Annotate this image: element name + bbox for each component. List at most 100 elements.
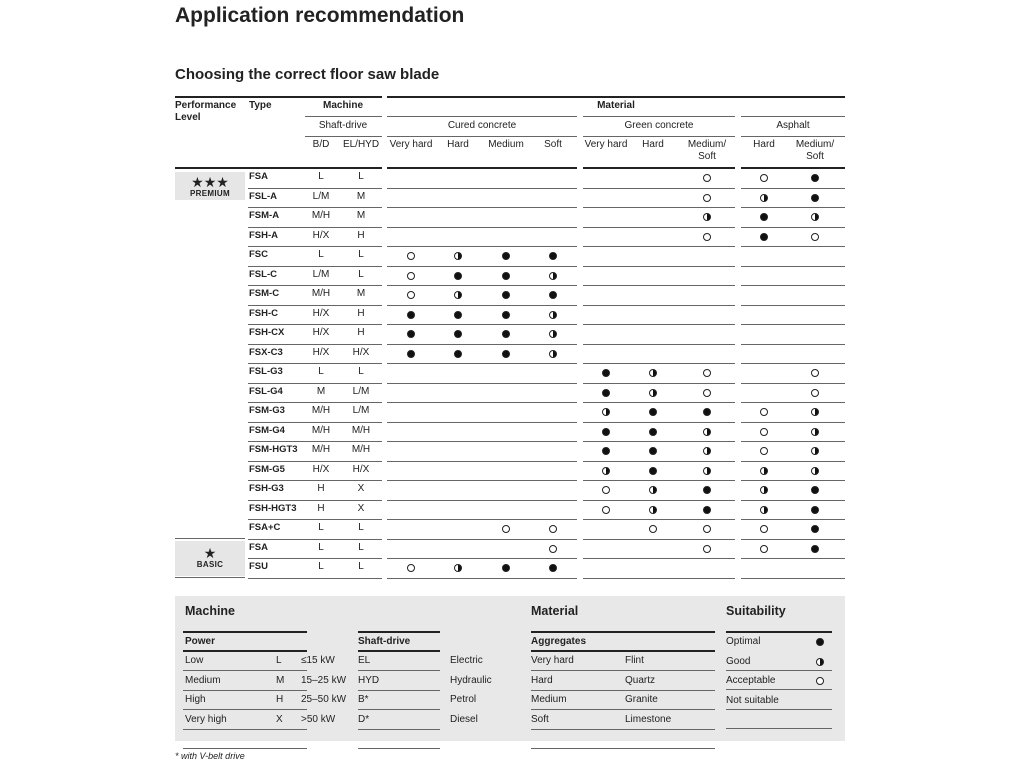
row-elhyd: H [357,327,365,338]
power-code: M [276,674,285,686]
row-rule [741,519,845,520]
good-icon [549,271,557,280]
row-bd: H/X [312,229,330,241]
aggregate-hardness: Soft [531,713,549,725]
row-rule [583,363,735,364]
aggregate-hardness: Very hard [531,655,574,666]
optimal-icon [811,544,819,553]
acceptable-icon [811,232,819,241]
acceptable-icon [549,525,557,533]
optimal-icon [454,271,462,280]
row-rule [583,285,735,286]
legend-rule [531,670,715,671]
row-rule [248,226,382,228]
power-range: 25–50 kW [301,694,347,705]
row-rule [741,558,845,559]
shaft-desc: Diesel [450,713,478,725]
row-elhyd: M [356,190,366,202]
header-group: Green concrete [624,120,694,131]
header-group: Asphalt [776,120,810,131]
acceptable-icon [703,369,711,377]
acceptable-icon [502,525,510,533]
row-elhyd: X [357,483,365,494]
row-rule [387,265,577,267]
legend-power-title: Power [185,636,216,647]
subheader-rule [741,136,845,137]
optimal-icon [502,564,510,572]
row-bd: M/H [311,288,331,299]
power-label: Medium [185,674,221,686]
row-rule [387,285,577,286]
row-rule [248,558,382,559]
row-bd: H [317,502,325,514]
legend-rule [183,728,307,730]
good-icon [816,657,824,666]
row-rule [583,265,735,267]
row-rule [583,577,735,579]
acceptable-icon [760,525,768,533]
optimal-icon [649,408,657,416]
good-icon [649,369,657,377]
optimal-icon [602,447,610,455]
row-rule [248,187,382,189]
aggregate-rock: Flint [625,655,644,666]
suitability-label: Good [726,655,751,667]
row-elhyd: H [357,307,365,319]
row-bd: H/X [312,346,330,358]
optimal-icon [811,174,819,182]
row-rule [741,187,845,189]
row-rule [387,480,577,481]
power-code: L [276,655,282,666]
row-elhyd: L/M [352,385,370,397]
legend-rule [183,670,307,671]
acceptable-icon [703,388,711,397]
row-type: FSA [249,541,268,553]
row-rule [583,343,735,345]
optimal-icon [502,252,510,260]
header-column: Very hard [389,139,433,150]
legend-rule [358,650,440,652]
row-type: FSA+C [249,522,281,533]
acceptable-icon [703,193,711,202]
subheader-rule [741,116,845,117]
legend-rule [183,631,307,633]
row-rule [387,226,577,228]
good-icon [703,466,711,475]
legend-machine-title: Machine [185,604,236,618]
legend-rule [183,709,307,710]
row-elhyd: L [358,541,364,553]
legend-rule [531,728,715,730]
row-rule [583,460,735,462]
optimal-icon [407,310,415,319]
good-icon [649,486,657,494]
row-rule [248,519,382,520]
legend-rule [726,631,832,633]
good-icon [760,505,768,514]
legend-aggregates-title: Aggregates [531,636,587,647]
subheader-rule [583,136,735,137]
aggregate-rock: Limestone [625,713,672,725]
row-rule [248,402,382,403]
row-bd: L [318,541,324,553]
optimal-icon [549,291,557,299]
row-rule [387,402,577,403]
legend-rule [183,748,307,749]
good-icon [811,466,819,475]
row-rule [583,226,735,228]
suitability-label: Not suitable [726,694,779,706]
row-rule [248,441,382,442]
optimal-icon [811,525,819,533]
row-rule [741,363,845,364]
row-rule [583,402,735,403]
row-type: FSM-C [249,288,280,299]
row-type: FSL-G4 [249,385,283,397]
row-elhyd: H [357,229,365,241]
row-bd: L/M [312,268,330,280]
shaft-desc: Hydraulic [450,674,492,686]
header-column: Medium/ Soft [795,139,835,162]
optimal-icon [760,213,768,221]
row-rule [387,343,577,345]
row-rule [741,538,845,540]
legend-rule [531,748,715,749]
row-rule [583,382,735,384]
